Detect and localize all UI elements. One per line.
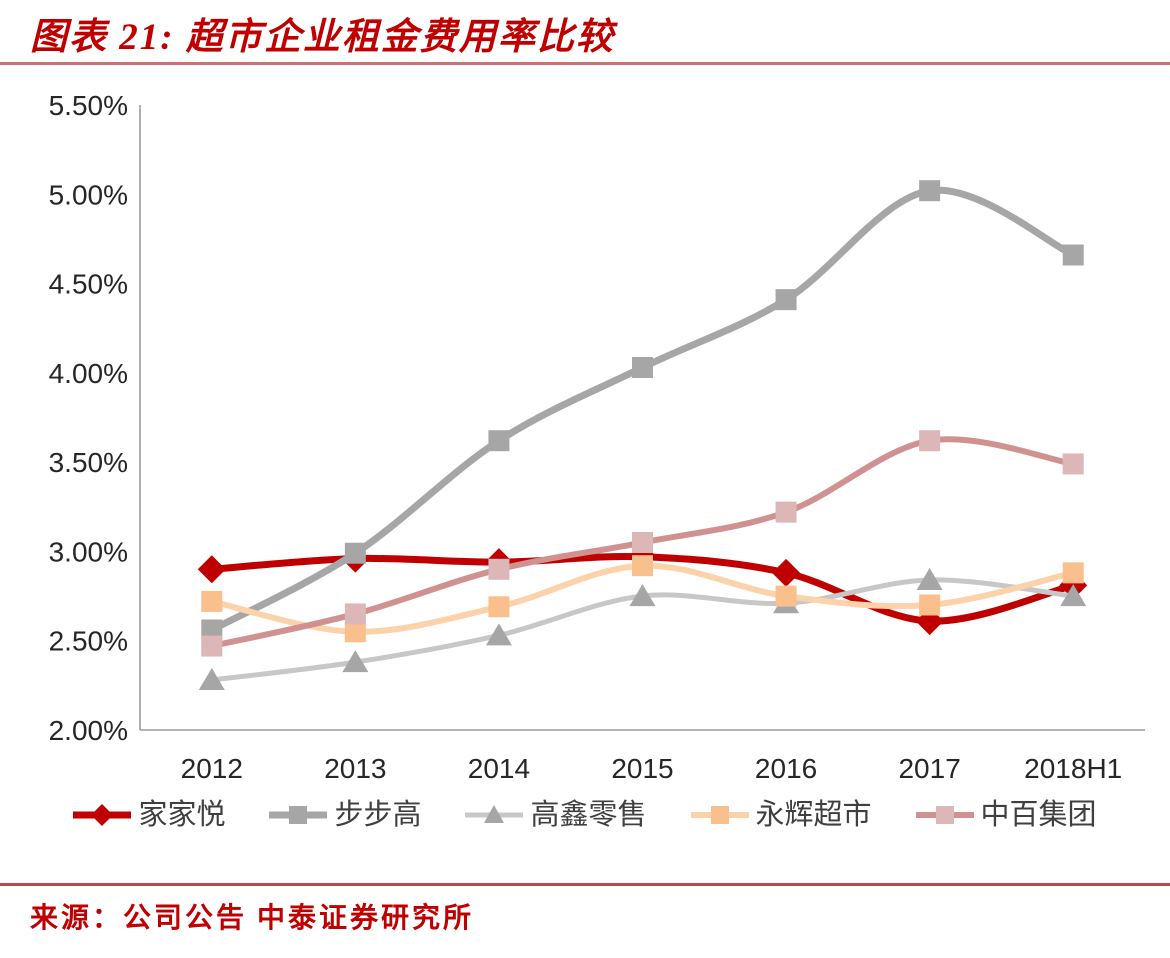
series-1-marker-2 bbox=[488, 430, 510, 452]
y-tick-label: 3.00% bbox=[49, 536, 128, 567]
series-4-marker-5 bbox=[919, 430, 941, 452]
chart-legend: 家家悦 步步高 高鑫零售 永辉超市 中百集团 bbox=[0, 800, 1170, 830]
series-1-marker-4 bbox=[775, 289, 797, 311]
series-4 bbox=[201, 430, 1084, 657]
legend-label-3: 永辉超市 bbox=[755, 798, 872, 831]
y-tick-label: 4.00% bbox=[49, 358, 128, 389]
legend-label-1: 步步高 bbox=[334, 798, 422, 831]
series-1 bbox=[201, 180, 1084, 641]
source-divider bbox=[0, 883, 1170, 886]
x-axis-label: 2012 bbox=[181, 753, 243, 784]
series-1-marker-0 bbox=[201, 619, 223, 641]
legend-swatch-1 bbox=[269, 806, 328, 824]
series-2-marker-5 bbox=[916, 568, 943, 590]
y-tick-label: 2.00% bbox=[49, 715, 128, 746]
y-tick-label: 4.50% bbox=[49, 269, 128, 300]
legend-item-0: 家家悦 bbox=[73, 800, 225, 830]
legend-marker-1 bbox=[289, 806, 308, 824]
series-3-marker-6 bbox=[1062, 562, 1084, 584]
series-4-marker-4 bbox=[775, 501, 797, 523]
y-tick-label: 2.50% bbox=[49, 626, 128, 657]
series-1-marker-1 bbox=[344, 542, 366, 564]
series-0-marker-4 bbox=[772, 558, 801, 587]
legend-item-4: 中百集团 bbox=[915, 798, 1097, 831]
series-3 bbox=[201, 555, 1084, 643]
source-note: 来源：公司公告 中泰证券研究所 bbox=[30, 903, 475, 934]
legend-marker-0 bbox=[91, 804, 114, 826]
x-axis-label: 2013 bbox=[324, 753, 386, 784]
x-axis-label: 2014 bbox=[468, 753, 530, 784]
series-2-marker-6 bbox=[1060, 584, 1087, 607]
series-4-marker-3 bbox=[632, 532, 653, 553]
series-4-marker-6 bbox=[1062, 453, 1084, 475]
chart-canvas: 2.00% 2.50% 3.00% 3.50% 4.00% 4.50% 5.00% 5.50%… bbox=[49, 90, 1145, 784]
legend-swatch-0 bbox=[73, 804, 132, 826]
figure-title: 图表 21: 超市企业租金费用率比较 bbox=[30, 17, 615, 58]
y-tick-label: 3.50% bbox=[49, 447, 128, 478]
legend-marker-4 bbox=[935, 806, 954, 824]
legend-swatch-4 bbox=[915, 806, 974, 824]
legend-item-2: 高鑫零售 bbox=[465, 798, 647, 831]
legend-label-0: 家家悦 bbox=[138, 798, 226, 831]
x-axis-label: 2017 bbox=[898, 753, 960, 784]
legend-item-1: 步步高 bbox=[269, 800, 421, 830]
y-tick-label: 5.50% bbox=[49, 90, 128, 121]
title-divider bbox=[0, 62, 1170, 65]
x-axis-label: 2018H1 bbox=[1024, 753, 1122, 784]
x-axis-label: 2015 bbox=[611, 753, 673, 784]
series-3-marker-0 bbox=[201, 590, 223, 612]
series-0-marker-0 bbox=[197, 555, 226, 584]
series-3-marker-5 bbox=[919, 594, 941, 616]
legend-label-2: 高鑫零售 bbox=[530, 798, 647, 831]
series-4-marker-1 bbox=[344, 603, 366, 625]
series-4-marker-0 bbox=[201, 635, 223, 657]
legend-marker-2 bbox=[484, 805, 505, 823]
series-1-marker-3 bbox=[632, 357, 653, 378]
legend-marker-3 bbox=[710, 806, 729, 824]
x-axis-label: 2016 bbox=[755, 753, 817, 784]
series-2-marker-0 bbox=[198, 668, 225, 690]
y-tick-label: 5.00% bbox=[49, 179, 128, 210]
series-4-marker-2 bbox=[488, 558, 510, 580]
series-3-marker-3 bbox=[632, 555, 653, 577]
series-2-marker-2 bbox=[485, 623, 512, 646]
legend-swatch-2 bbox=[465, 805, 524, 823]
series-3-marker-4 bbox=[775, 585, 797, 607]
series-1-marker-6 bbox=[1062, 244, 1084, 266]
legend-label-4: 中百集团 bbox=[980, 798, 1097, 831]
series-2-marker-3 bbox=[629, 584, 656, 607]
rent-expense-rate-chart: 2.00% 2.50% 3.00% 3.50% 4.00% 4.50% 5.00% 5.50%… bbox=[0, 85, 1170, 785]
series-1-marker-5 bbox=[919, 180, 941, 202]
legend-item-3: 永辉超市 bbox=[690, 798, 872, 831]
series-3-marker-2 bbox=[488, 596, 510, 618]
legend-swatch-3 bbox=[690, 806, 749, 824]
series-2-marker-1 bbox=[342, 650, 369, 673]
series-3-marker-1 bbox=[344, 621, 366, 643]
